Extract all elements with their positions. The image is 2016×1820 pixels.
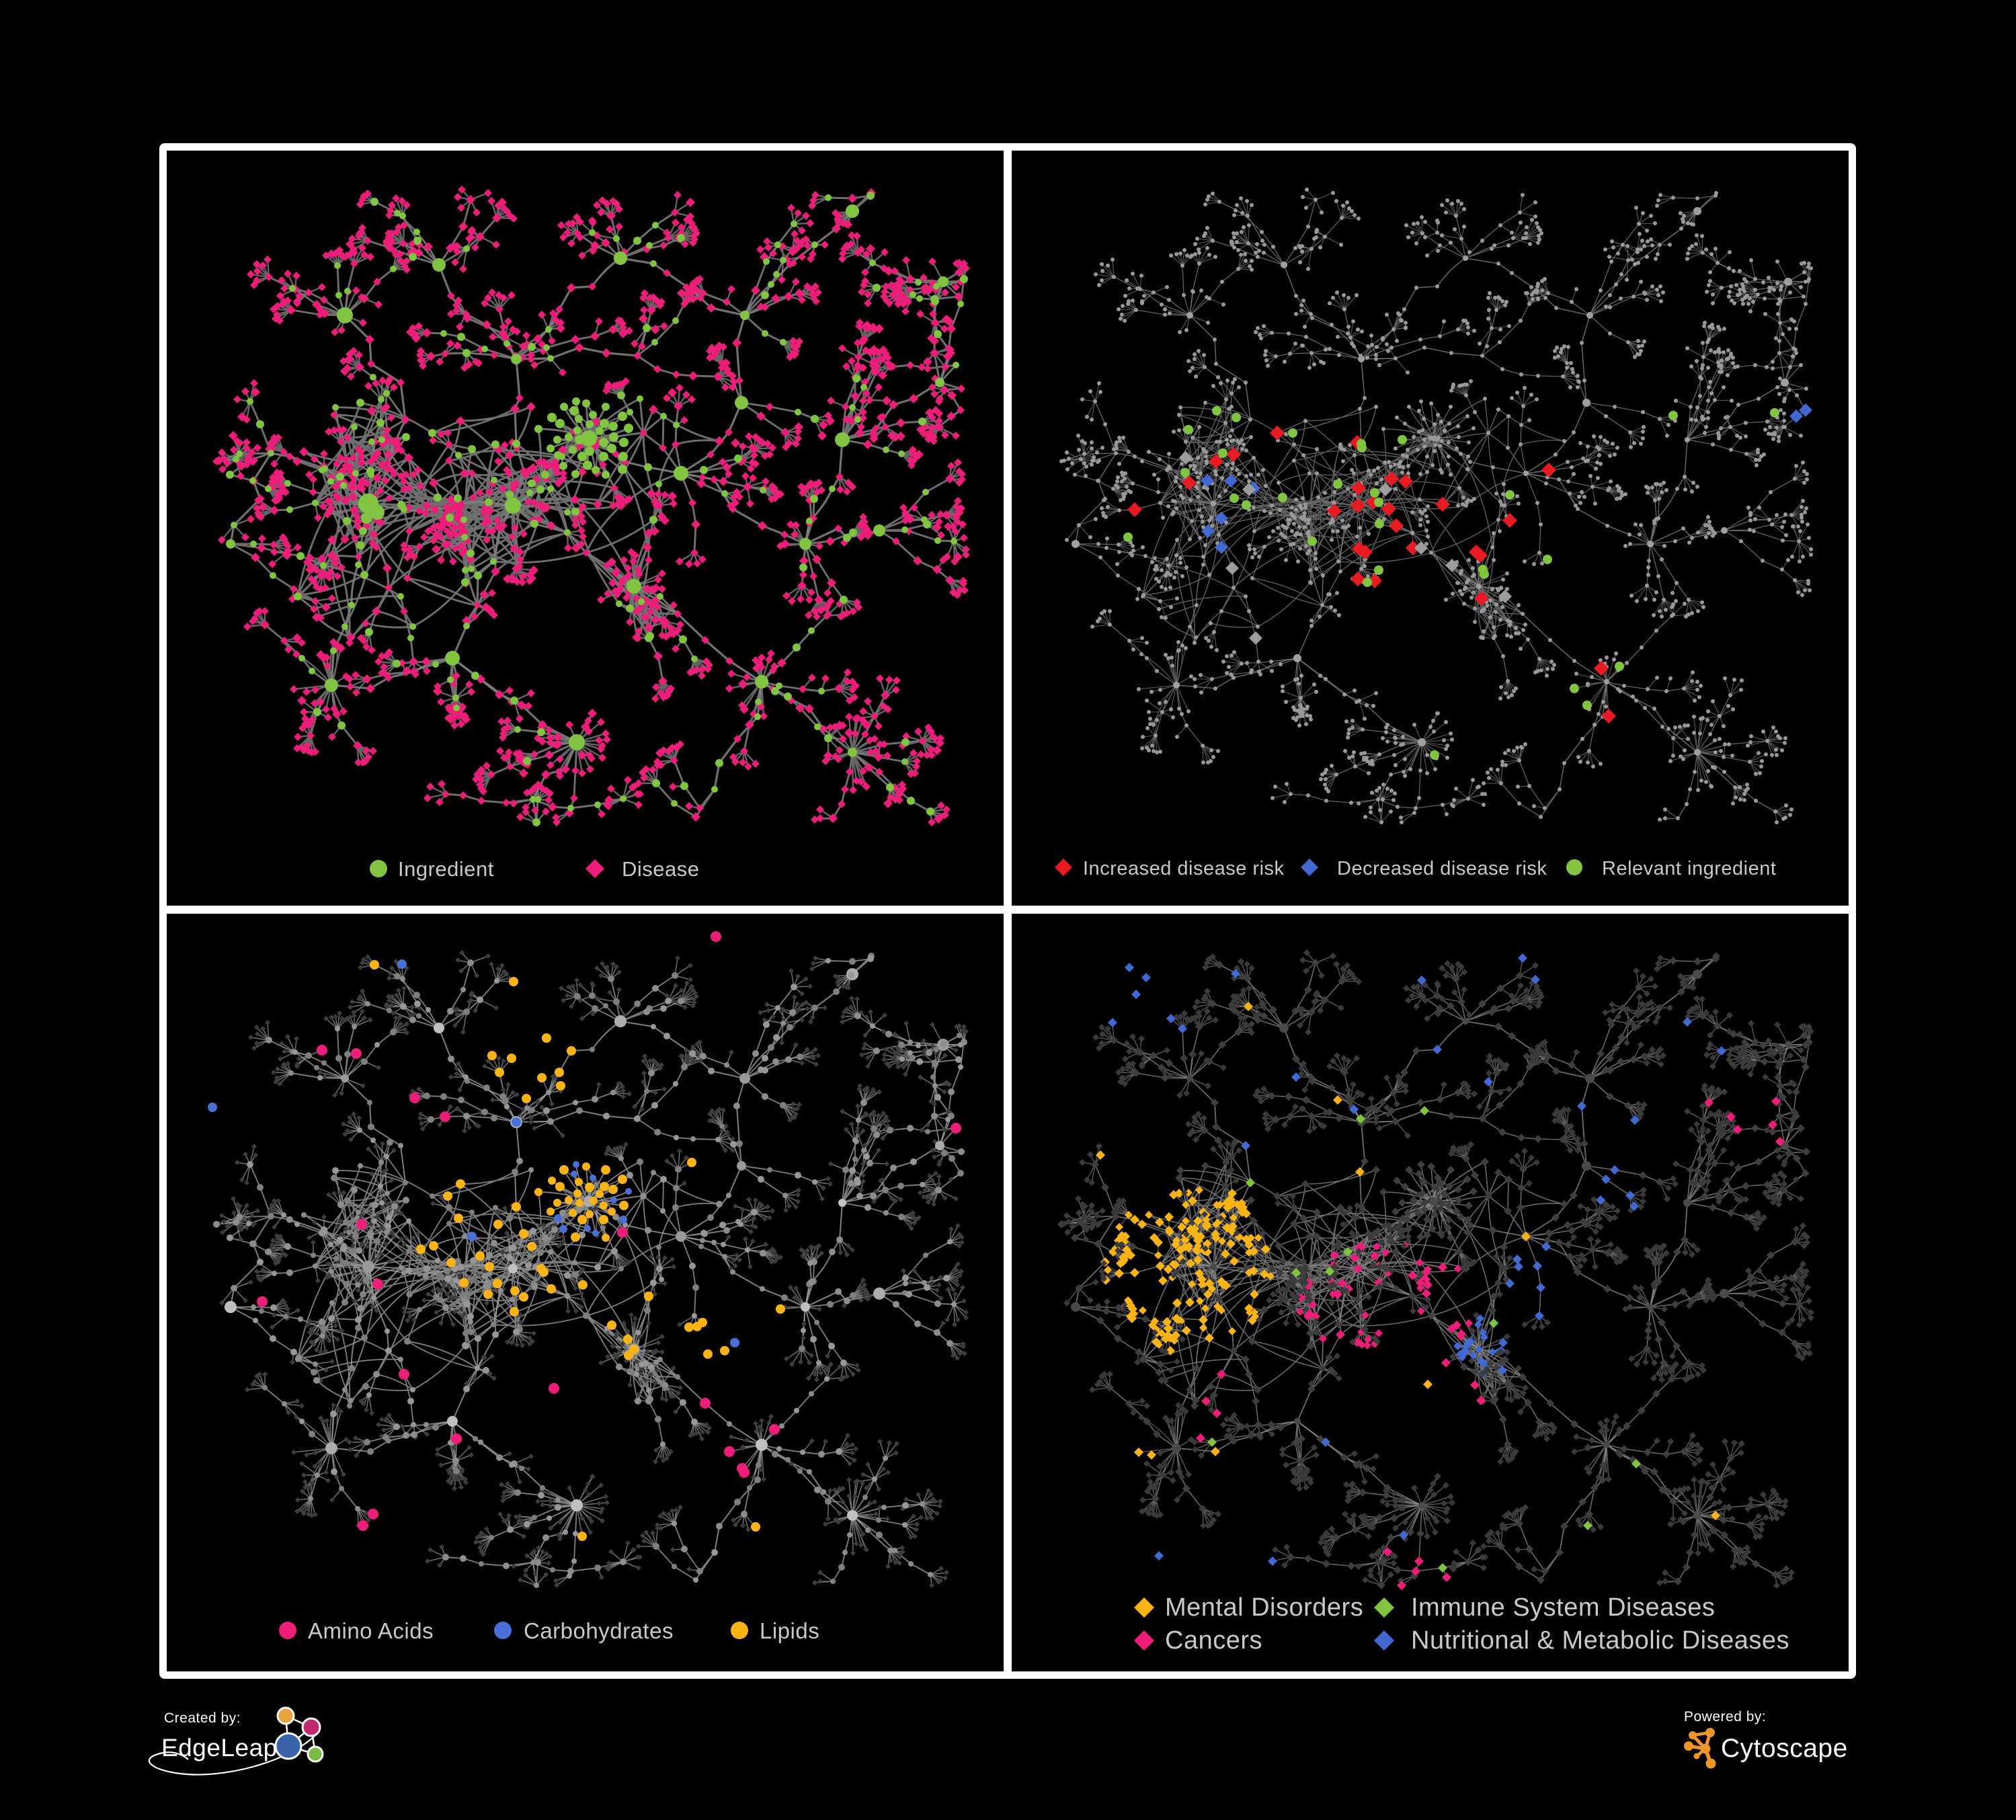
svg-text:Cytoscape: Cytoscape — [1721, 1734, 1848, 1763]
svg-text:EdgeLeap: EdgeLeap — [161, 1734, 278, 1762]
svg-text:Nutritional & Metabolic Diseas: Nutritional & Metabolic Diseases — [1411, 1626, 1789, 1655]
svg-text:Powered by:: Powered by: — [1684, 1709, 1766, 1725]
svg-text:Mental Disorders: Mental Disorders — [1165, 1593, 1363, 1622]
svg-text:Lipids: Lipids — [760, 1618, 819, 1643]
svg-text:Decreased disease risk: Decreased disease risk — [1337, 858, 1547, 879]
svg-text:Amino Acids: Amino Acids — [308, 1618, 434, 1643]
svg-text:Increased disease risk: Increased disease risk — [1083, 858, 1285, 879]
svg-text:Carbohydrates: Carbohydrates — [524, 1618, 674, 1643]
svg-text:Created by:: Created by: — [164, 1710, 241, 1726]
svg-text:Immune System Diseases: Immune System Diseases — [1411, 1593, 1715, 1622]
svg-text:Relevant ingredient: Relevant ingredient — [1602, 858, 1776, 879]
svg-text:Disease: Disease — [622, 857, 700, 881]
svg-text:Ingredient: Ingredient — [398, 857, 494, 881]
svg-text:Cancers: Cancers — [1165, 1626, 1262, 1655]
